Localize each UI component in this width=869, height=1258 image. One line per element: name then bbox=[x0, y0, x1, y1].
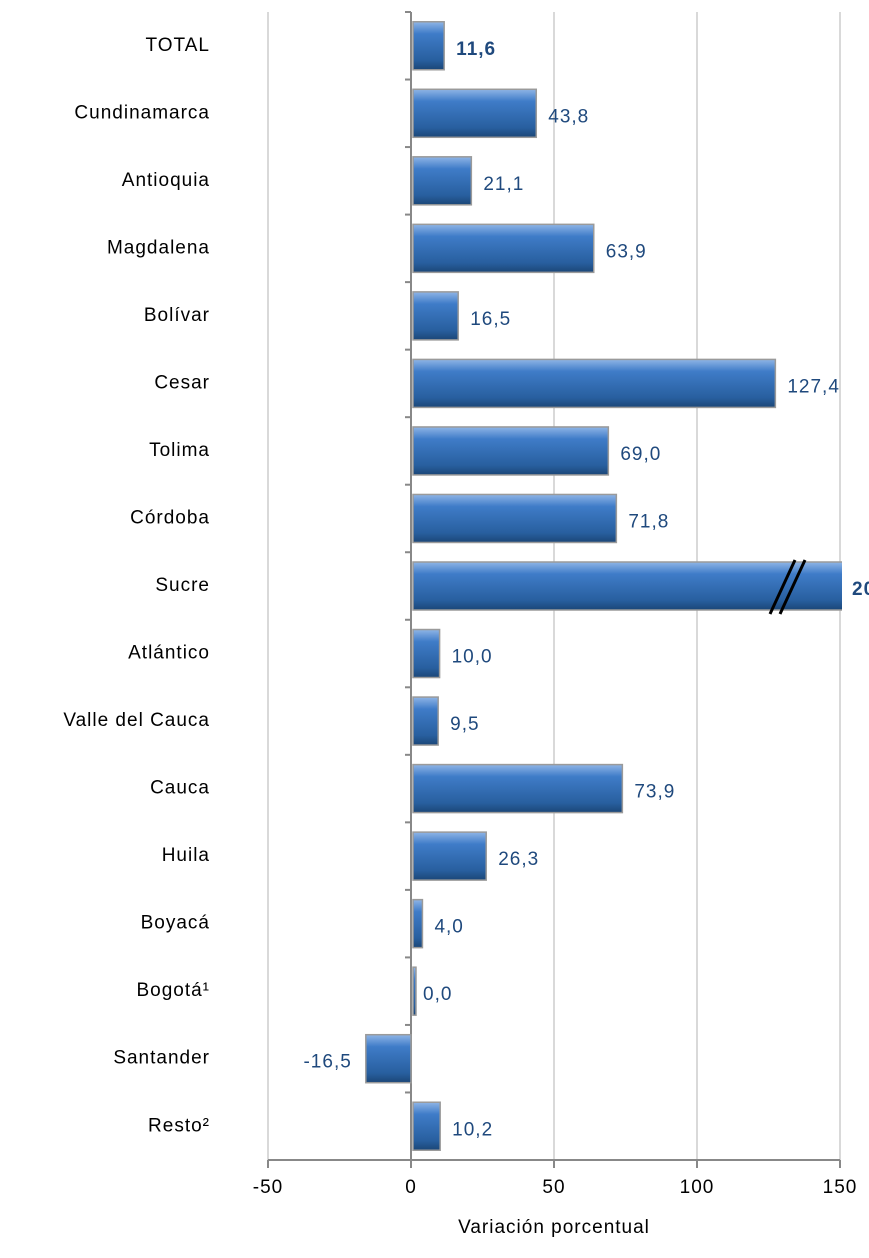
data-label: 10,0 bbox=[452, 647, 493, 668]
bar bbox=[412, 291, 459, 341]
bar bbox=[412, 561, 842, 611]
y-tick-label: Córdoba bbox=[130, 507, 210, 528]
y-tick-label: TOTAL bbox=[146, 35, 210, 56]
y-tick-label: Bogotá¹ bbox=[136, 980, 210, 1001]
y-tick-label: Atlántico bbox=[128, 643, 210, 664]
bar bbox=[412, 223, 595, 274]
y-tick-label: Santander bbox=[113, 1048, 210, 1069]
x-tick-label: 100 bbox=[680, 1177, 715, 1198]
y-tick-label: Resto² bbox=[148, 1115, 210, 1136]
data-label: 26,3 bbox=[498, 849, 539, 870]
x-tick-label: 0 bbox=[405, 1177, 417, 1198]
y-tick-label: Cundinamarca bbox=[74, 102, 210, 123]
y-tick-label: Cesar bbox=[154, 372, 210, 393]
bar bbox=[412, 426, 610, 476]
data-label: 0,0 bbox=[423, 984, 452, 1005]
y-tick-label: Cauca bbox=[150, 778, 210, 799]
bar bbox=[412, 88, 538, 139]
bar bbox=[412, 21, 445, 71]
bar bbox=[412, 898, 424, 949]
data-label: 73,9 bbox=[634, 782, 675, 803]
y-tick-label: Boyacá bbox=[141, 913, 210, 934]
data-label: 200,0 bbox=[852, 579, 869, 600]
data-label: 4,0 bbox=[434, 917, 463, 938]
bar bbox=[412, 831, 487, 881]
data-label: 69,0 bbox=[620, 444, 661, 465]
bar bbox=[412, 358, 777, 409]
bar bbox=[412, 156, 473, 206]
x-axis-title: Variación porcentual bbox=[458, 1217, 650, 1238]
bars bbox=[365, 21, 842, 1151]
y-tick-label: Bolívar bbox=[144, 305, 210, 326]
y-tick-label: Valle del Cauca bbox=[63, 710, 210, 731]
y-tick-label: Tolima bbox=[149, 440, 210, 461]
data-label: -16,5 bbox=[303, 1052, 351, 1073]
data-label: 9,5 bbox=[450, 714, 479, 735]
data-label: 11,6 bbox=[456, 39, 496, 60]
bar bbox=[365, 1033, 412, 1084]
x-tick-label: -50 bbox=[253, 1177, 283, 1198]
data-label: 63,9 bbox=[606, 241, 647, 262]
x-tick-label: 50 bbox=[542, 1177, 565, 1198]
bar bbox=[412, 763, 624, 814]
y-tick-label: Huila bbox=[162, 845, 210, 866]
bar bbox=[412, 966, 417, 1016]
y-tick-label: Sucre bbox=[155, 575, 210, 596]
data-label: 21,1 bbox=[483, 174, 524, 195]
data-label: 71,8 bbox=[628, 511, 669, 532]
x-tick-label: 150 bbox=[823, 1177, 858, 1198]
y-tick-label: Magdalena bbox=[107, 237, 210, 258]
break-mark bbox=[768, 559, 797, 615]
y-tick-label: Antioquia bbox=[122, 170, 210, 191]
bar bbox=[412, 1101, 441, 1151]
data-label: 127,4 bbox=[787, 376, 840, 397]
data-label: 10,2 bbox=[452, 1119, 493, 1140]
bar bbox=[412, 696, 439, 746]
bar bbox=[412, 493, 618, 544]
data-label: 43,8 bbox=[548, 106, 589, 127]
data-label: 16,5 bbox=[470, 309, 511, 330]
break-mark bbox=[778, 559, 807, 615]
bar bbox=[412, 628, 441, 679]
